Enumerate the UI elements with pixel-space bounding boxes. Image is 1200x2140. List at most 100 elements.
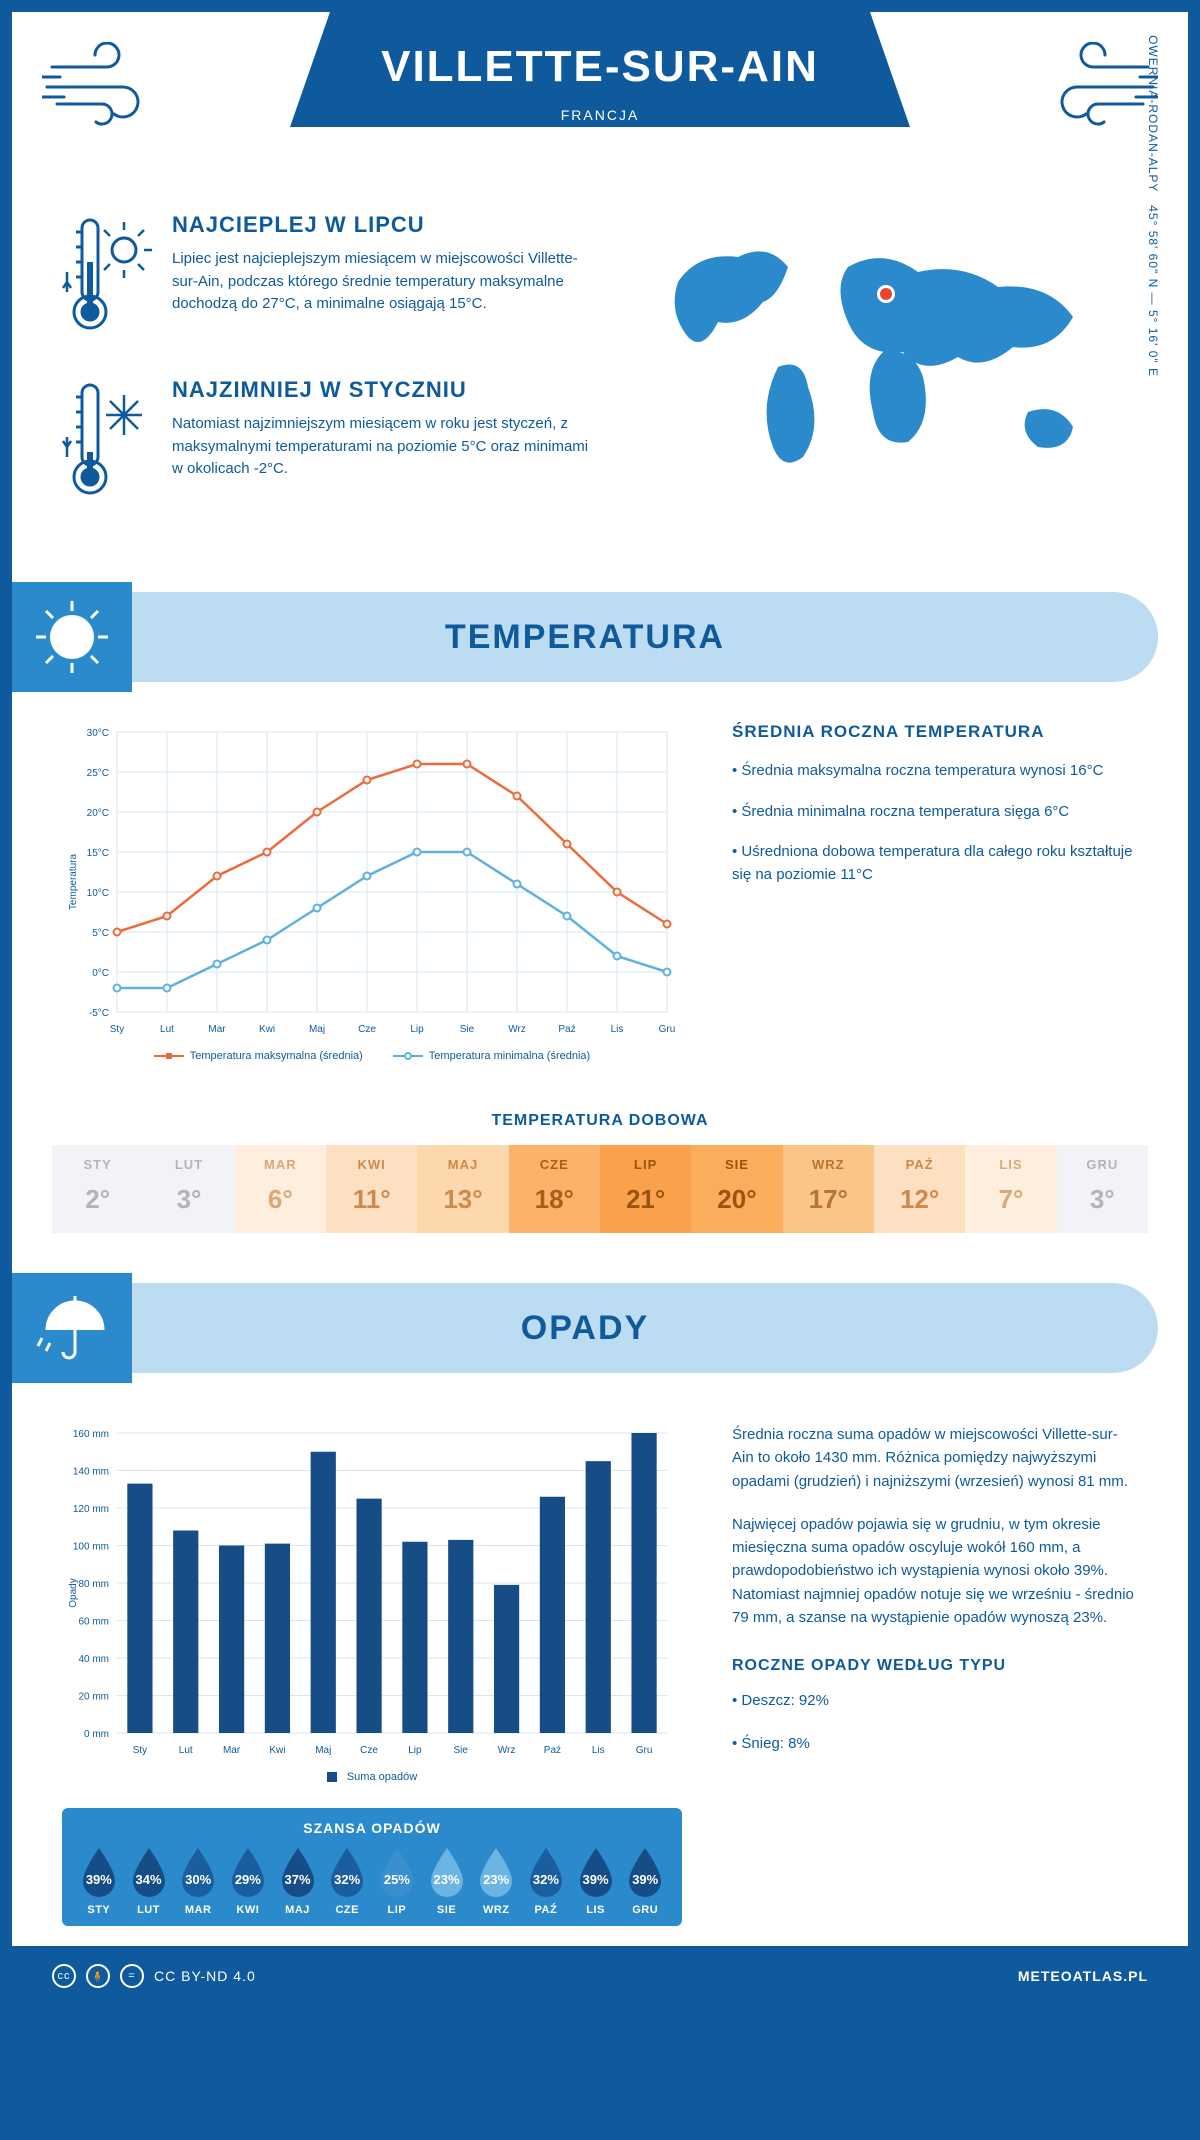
daily-cell: MAJ13° xyxy=(417,1145,508,1233)
svg-text:Lip: Lip xyxy=(408,1745,422,1756)
wind-icon-left xyxy=(42,42,182,132)
legend-min: Temperatura minimalna (średnia) xyxy=(393,1050,590,1062)
daily-temp-grid: STY2°LUT3°MAR6°KWI11°MAJ13°CZE18°LIP21°S… xyxy=(52,1145,1148,1233)
chance-drop: 25%LIP xyxy=(374,1846,420,1916)
svg-text:10°C: 10°C xyxy=(87,888,109,899)
sun-icon xyxy=(12,582,132,692)
svg-text:20 mm: 20 mm xyxy=(78,1692,109,1703)
chance-drop: 39%STY xyxy=(76,1846,122,1916)
thermometer-sun-icon xyxy=(62,212,152,342)
fact-cold-text: Natomiast najzimniejszym miesiącem w rok… xyxy=(172,413,598,481)
temp-bullet-3: • Uśredniona dobowa temperatura dla całe… xyxy=(732,841,1138,886)
nd-icon: = xyxy=(120,1964,144,1988)
svg-text:15°C: 15°C xyxy=(87,848,109,859)
daily-cell: KWI11° xyxy=(326,1145,417,1233)
svg-text:Wrz: Wrz xyxy=(508,1024,526,1035)
fact-hot-title: NAJCIEPLEJ W LIPCU xyxy=(172,212,598,238)
chance-drop: 32%PAŹ xyxy=(523,1846,569,1916)
precip-snow: • Śnieg: 8% xyxy=(732,1732,1138,1755)
world-map xyxy=(638,212,1138,492)
precip-rain: • Deszcz: 92% xyxy=(732,1689,1138,1712)
svg-text:140 mm: 140 mm xyxy=(73,1467,109,1478)
daily-cell: GRU3° xyxy=(1057,1145,1148,1233)
temp-bullet-2: • Średnia minimalna roczna temperatura s… xyxy=(732,801,1138,824)
chance-drop: 23%WRZ xyxy=(473,1846,519,1916)
svg-text:Mar: Mar xyxy=(223,1745,241,1756)
precip-chance-box: SZANSA OPADÓW 39%STY34%LUT30%MAR29%KWI37… xyxy=(62,1808,682,1926)
chance-drop: 34%LUT xyxy=(126,1846,172,1916)
svg-text:Lut: Lut xyxy=(160,1024,174,1035)
chance-drop: 39%LIS xyxy=(573,1846,619,1916)
country-label: FRANCJA xyxy=(330,107,870,123)
chance-drop: 32%CZE xyxy=(324,1846,370,1916)
page-title: VILLETTE-SUR-AIN xyxy=(330,12,870,92)
svg-text:40 mm: 40 mm xyxy=(78,1654,109,1665)
svg-text:Sie: Sie xyxy=(460,1024,475,1035)
svg-text:60 mm: 60 mm xyxy=(78,1617,109,1628)
chance-drop: 37%MAJ xyxy=(275,1846,321,1916)
svg-text:Mar: Mar xyxy=(208,1024,226,1035)
svg-text:Sty: Sty xyxy=(110,1024,124,1035)
svg-text:Opady: Opady xyxy=(68,1578,79,1607)
license-text: CC BY-ND 4.0 xyxy=(154,1968,256,1984)
daily-cell: MAR6° xyxy=(235,1145,326,1233)
svg-text:0 mm: 0 mm xyxy=(84,1729,109,1740)
header-ribbon: VILLETTE-SUR-AIN FRANCJA xyxy=(330,12,870,127)
svg-text:Cze: Cze xyxy=(360,1745,378,1756)
header: VILLETTE-SUR-AIN FRANCJA xyxy=(12,12,1188,192)
legend-max: Temperatura maksymalna (średnia) xyxy=(154,1050,363,1062)
site-name: METEOATLAS.PL xyxy=(1018,1968,1148,1984)
svg-text:30°C: 30°C xyxy=(87,728,109,739)
temp-bullet-1: • Średnia maksymalna roczna temperatura … xyxy=(732,760,1138,783)
svg-text:Sie: Sie xyxy=(454,1745,469,1756)
svg-text:80 mm: 80 mm xyxy=(78,1579,109,1590)
chance-drop: 29%KWI xyxy=(225,1846,271,1916)
temp-text-heading: ŚREDNIA ROCZNA TEMPERATURA xyxy=(732,722,1138,742)
svg-text:Cze: Cze xyxy=(358,1024,376,1035)
precip-type-heading: ROCZNE OPADY WEDŁUG TYPU xyxy=(732,1654,1138,1679)
svg-text:5°C: 5°C xyxy=(92,928,109,939)
svg-text:Gru: Gru xyxy=(659,1024,676,1035)
svg-text:120 mm: 120 mm xyxy=(73,1504,109,1515)
svg-text:Lis: Lis xyxy=(611,1024,624,1035)
svg-text:Paź: Paź xyxy=(544,1745,561,1756)
coordinates: OWERNIA-RODAN-ALPY 45° 58' 60" N — 5° 16… xyxy=(1146,35,1160,377)
svg-text:Temperatura: Temperatura xyxy=(68,853,79,910)
section-head-precip: OPADY xyxy=(12,1283,1158,1373)
umbrella-icon xyxy=(12,1273,132,1383)
svg-text:Kwi: Kwi xyxy=(269,1745,285,1756)
svg-text:-5°C: -5°C xyxy=(89,1008,109,1019)
daily-cell: LUT3° xyxy=(143,1145,234,1233)
footer: cc 🧍 = CC BY-ND 4.0 METEOATLAS.PL xyxy=(12,1946,1188,2006)
daily-cell: STY2° xyxy=(52,1145,143,1233)
svg-text:Lis: Lis xyxy=(592,1745,605,1756)
svg-text:Lip: Lip xyxy=(410,1024,424,1035)
section-title-temp: TEMPERATURA xyxy=(445,618,725,657)
daily-temp-title: TEMPERATURA DOBOWA xyxy=(12,1112,1188,1130)
svg-text:Paź: Paź xyxy=(558,1024,575,1035)
chance-drop: 23%SIE xyxy=(424,1846,470,1916)
precipitation-bar-chart: 0 mm 20 mm 40 mm 60 mm 80 mm 100 mm 120 mm 140 … xyxy=(62,1423,682,1783)
section-title-precip: OPADY xyxy=(521,1309,649,1348)
by-icon: 🧍 xyxy=(86,1964,110,1988)
fact-hot-text: Lipiec jest najcieplejszym miesiącem w m… xyxy=(172,248,598,316)
svg-text:Maj: Maj xyxy=(309,1024,325,1035)
svg-text:Lut: Lut xyxy=(179,1745,193,1756)
daily-cell: CZE18° xyxy=(509,1145,600,1233)
daily-cell: LIP21° xyxy=(600,1145,691,1233)
legend-precip: Suma opadów xyxy=(327,1771,417,1783)
svg-text:Maj: Maj xyxy=(315,1745,331,1756)
daily-cell: SIE20° xyxy=(691,1145,782,1233)
daily-cell: WRZ17° xyxy=(783,1145,874,1233)
fact-coldest: NAJZIMNIEJ W STYCZNIU Natomiast najzimni… xyxy=(62,377,598,507)
svg-text:100 mm: 100 mm xyxy=(73,1542,109,1553)
precip-para-1: Średnia roczna suma opadów w miejscowośc… xyxy=(732,1423,1138,1493)
svg-text:160 mm: 160 mm xyxy=(73,1429,109,1440)
chance-title: SZANSA OPADÓW xyxy=(76,1820,668,1836)
svg-text:Sty: Sty xyxy=(133,1745,147,1756)
svg-text:25°C: 25°C xyxy=(87,768,109,779)
thermometer-snow-icon xyxy=(62,377,152,507)
fact-hottest: NAJCIEPLEJ W LIPCU Lipiec jest najcieple… xyxy=(62,212,598,342)
intro-section: NAJCIEPLEJ W LIPCU Lipiec jest najcieple… xyxy=(12,192,1188,582)
svg-text:20°C: 20°C xyxy=(87,808,109,819)
